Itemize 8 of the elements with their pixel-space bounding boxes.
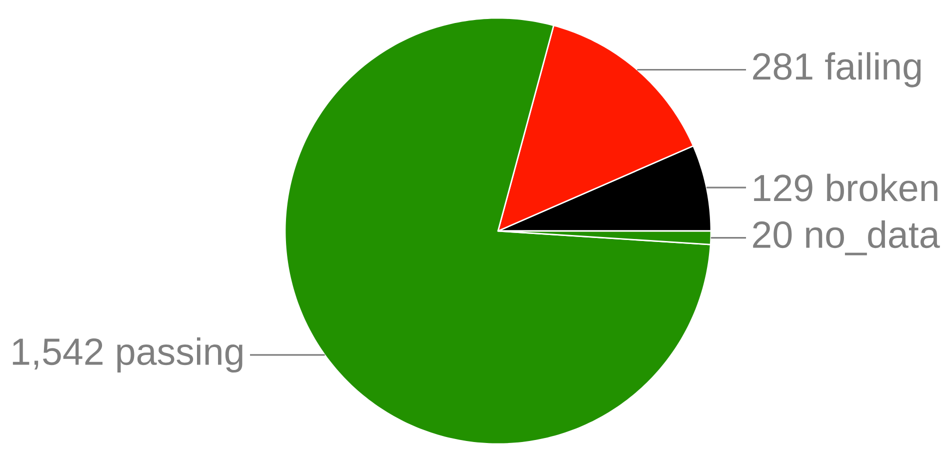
- data-label: 1,542: [12, 338, 102, 370]
- slice-label: broken: [827, 174, 938, 202]
- slice-label: passing: [117, 337, 242, 373]
- data-label: 20: [753, 221, 792, 248]
- slice-label: failing: [825, 52, 921, 88]
- data-label: 129: [754, 174, 812, 202]
- slice-label: no_data: [806, 220, 940, 256]
- data-label: 281: [753, 53, 812, 80]
